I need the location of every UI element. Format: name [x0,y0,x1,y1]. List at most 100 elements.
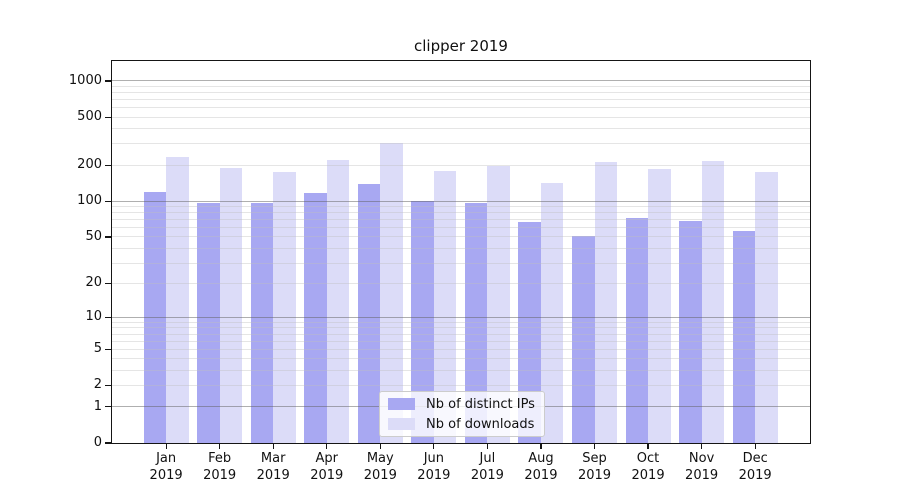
x-tick [326,443,328,449]
y-tick-label: 10 [85,309,102,325]
gridline [111,99,810,101]
legend-label-distinct-ips: Nb of distinct IPs [426,396,535,412]
y-tick [104,80,112,82]
bar-distinct-ips [304,193,327,443]
x-tick-label: Mar 2019 [256,451,290,483]
gridline [111,247,810,249]
bar-distinct-ips [625,218,649,443]
gridline [111,85,810,87]
x-tick-label: Jan 2019 [149,451,183,483]
x-tick-label: Dec 2019 [738,451,772,483]
x-tick-label: Nov 2019 [685,451,719,483]
y-tick-label: 100 [77,193,102,209]
bar-distinct-ips [357,183,381,443]
y-tick-label: 1 [93,398,102,414]
legend-label-downloads: Nb of downloads [426,416,535,432]
gridline [111,80,810,82]
gridline [111,348,810,350]
gridline [111,143,810,145]
bar-downloads [380,143,403,443]
bar-distinct-ips [464,202,488,443]
bar-downloads [487,166,510,443]
plot-area [110,60,811,444]
x-tick [754,443,756,449]
gridline [111,262,810,264]
x-tick [486,443,488,449]
x-tick [701,443,703,449]
gridline [111,107,810,109]
x-tick-label: Jul 2019 [470,451,504,483]
bar-downloads [166,156,189,443]
bar-distinct-ips [411,201,434,443]
bar-downloads [594,162,617,443]
bar-downloads [540,182,564,443]
bar-downloads [219,168,243,443]
gridline [111,327,810,329]
gridline [111,333,810,335]
gridline [111,282,810,284]
gridline [111,212,810,214]
gridline [111,219,810,221]
bar-distinct-ips [572,235,595,443]
gridline [111,358,810,360]
gridline [111,116,810,118]
y-tick-label: 2 [93,377,102,393]
x-tick [433,443,435,449]
x-tick-label: Sep 2019 [577,451,612,483]
gridline [111,384,810,386]
bar-distinct-ips [518,221,541,443]
bar-downloads [755,171,778,443]
legend-item: Nb of downloads [388,417,536,432]
gridline [111,321,810,323]
x-tick [272,443,274,449]
x-tick-label: Apr 2019 [310,451,344,483]
bar-distinct-ips [732,231,756,443]
chart-title: clipper 2019 [414,37,508,55]
y-tick-label: 20 [85,275,102,291]
x-tick [647,443,649,449]
gridline [111,128,810,130]
x-tick [165,443,167,449]
gridline [111,206,810,208]
gridline [111,369,810,371]
y-tick [104,442,112,444]
bar-distinct-ips [250,203,274,443]
y-tick-label: 200 [77,157,102,173]
x-tick [540,443,542,449]
y-tick [104,282,112,285]
x-tick [593,443,596,449]
bar-distinct-ips [197,202,220,443]
gridline [111,164,810,166]
y-tick-label: 0 [93,435,102,450]
y-tick [104,316,112,318]
bar-downloads [433,170,457,443]
legend-swatch-distinct-ips [388,398,415,410]
gridline [111,227,810,229]
y-tick [104,384,112,387]
gridline [111,200,810,202]
y-tick [104,348,112,350]
bar-distinct-ips [679,221,702,443]
y-tick-label: 1000 [68,72,102,88]
gridline [111,92,810,94]
x-tick [219,443,221,449]
x-tick-label: Oct 2019 [631,451,665,483]
y-tick [104,116,112,118]
x-tick-label: Aug 2019 [524,451,558,483]
y-tick-label: 500 [77,109,102,125]
legend-swatch-downloads [388,418,415,430]
x-tick-label: Feb 2019 [203,451,237,483]
bar-downloads [273,172,296,443]
y-tick [104,200,112,202]
y-tick-label: 5 [93,341,102,357]
y-tick [104,406,112,408]
gridline [111,316,810,318]
bar-downloads [326,159,350,443]
y-tick [104,236,112,238]
legend: Nb of distinct IPs Nb of downloads [379,391,545,437]
legend-item: Nb of distinct IPs [388,397,536,412]
x-tick-label: May 2019 [363,451,397,483]
y-tick-label: 50 [85,228,102,244]
y-tick [104,164,112,166]
